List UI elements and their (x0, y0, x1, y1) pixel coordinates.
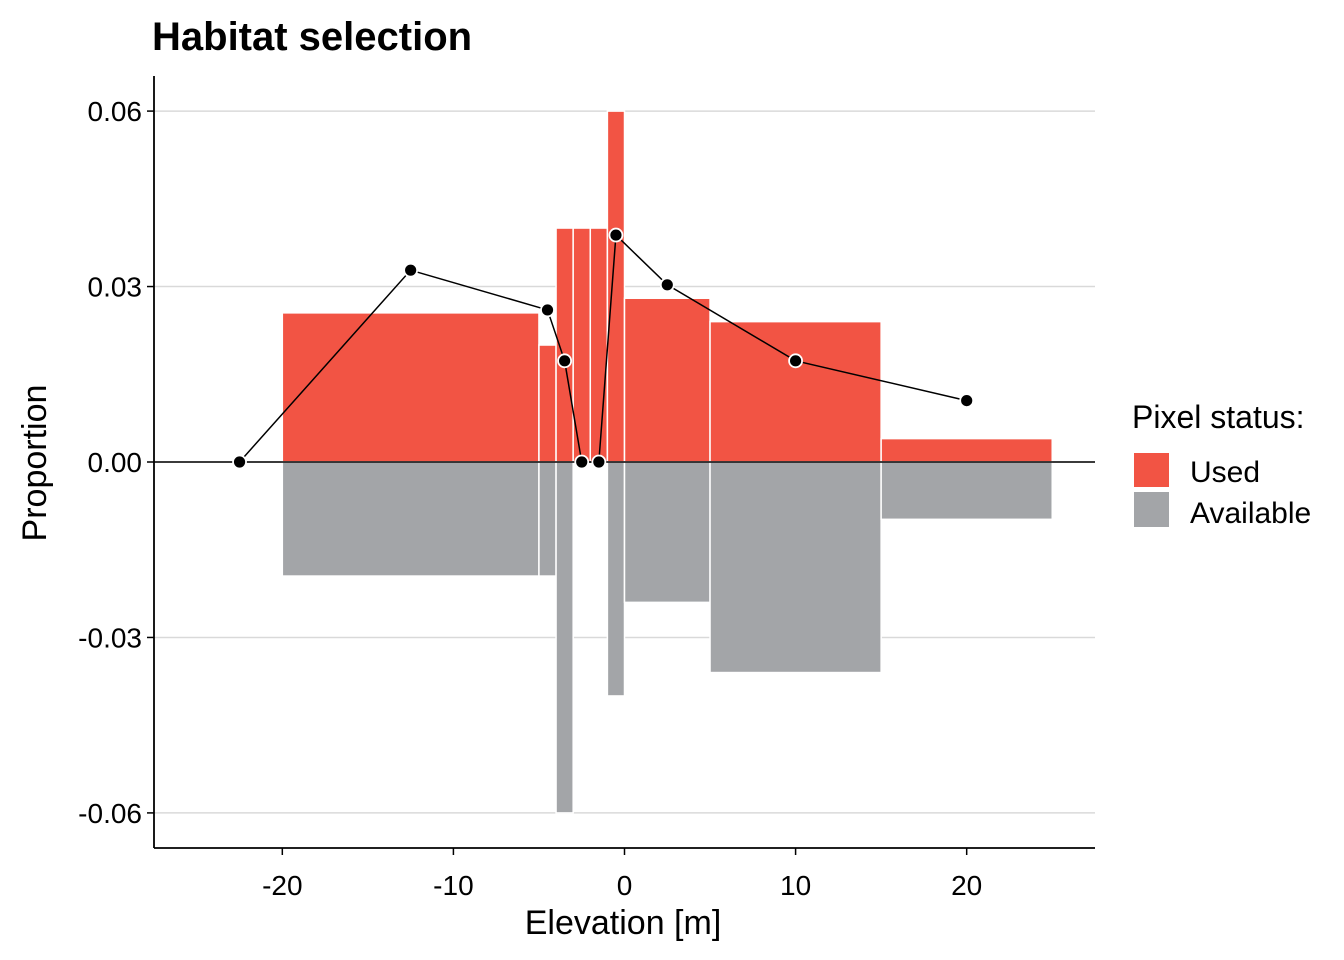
used-bar-8 (880, 437, 1053, 463)
selection-point-8 (788, 353, 803, 369)
y-tick-label-0: -0.06 (78, 798, 142, 829)
selection-point-9 (959, 393, 975, 408)
selection-point-1 (403, 262, 419, 278)
used-bar-1 (538, 344, 557, 463)
legend-used-label: Used (1190, 456, 1260, 489)
available-bar-0 (281, 461, 540, 577)
used-bar-0 (281, 312, 540, 463)
y-tick-label-1: -0.03 (78, 622, 142, 653)
selection-point-6 (608, 227, 624, 243)
y-tick-label-3: 0.03 (88, 272, 143, 303)
x-tick-label-1: -10 (433, 870, 473, 901)
used-bars (281, 110, 1053, 463)
used-bar-4 (589, 227, 609, 463)
legend-available-label: Available (1190, 497, 1311, 530)
selection-point-3 (557, 353, 573, 369)
selection-point-2 (540, 302, 555, 318)
available-bar-4 (623, 461, 711, 604)
x-axis-label: Elevation [m] (525, 904, 722, 942)
x-tick-label-4: 20 (951, 870, 982, 901)
selection-point-7 (659, 277, 675, 293)
legend-title: Pixel status: (1132, 399, 1305, 435)
available-bar-1 (538, 461, 557, 577)
used-bar-7 (709, 320, 882, 463)
x-tick-label-3: 10 (780, 870, 811, 901)
available-bars (281, 461, 1053, 814)
y-tick-label-2: 0.00 (88, 447, 143, 478)
selection-point-0 (232, 454, 247, 470)
x-tick-label-2: 0 (617, 870, 633, 901)
selection-points (232, 227, 975, 470)
x-tick-label-0: -20 (262, 870, 302, 901)
available-bar-2 (555, 461, 574, 814)
available-bar-5 (709, 461, 882, 674)
used-bar-5 (606, 110, 626, 463)
available-bar-6 (880, 461, 1053, 521)
legend-used-key (1134, 453, 1169, 487)
chart-title: Habitat selection (152, 15, 472, 59)
selection-line-path (238, 233, 967, 463)
y-axis-label: Proportion (16, 385, 54, 542)
legend: Pixel status: Used Available (1132, 399, 1311, 530)
selection-point-5 (591, 454, 607, 470)
x-axis-ticks: -20 -10 0 10 20 (262, 848, 982, 901)
y-axis-ticks: -0.06 -0.03 0.00 0.03 0.06 (78, 96, 154, 829)
y-tick-label-4: 0.06 (88, 96, 143, 127)
selection-point-4 (574, 454, 590, 470)
used-bar-6 (623, 297, 711, 463)
legend-available-key (1134, 492, 1169, 527)
available-bar-3 (606, 461, 626, 697)
selection-line (238, 233, 967, 463)
